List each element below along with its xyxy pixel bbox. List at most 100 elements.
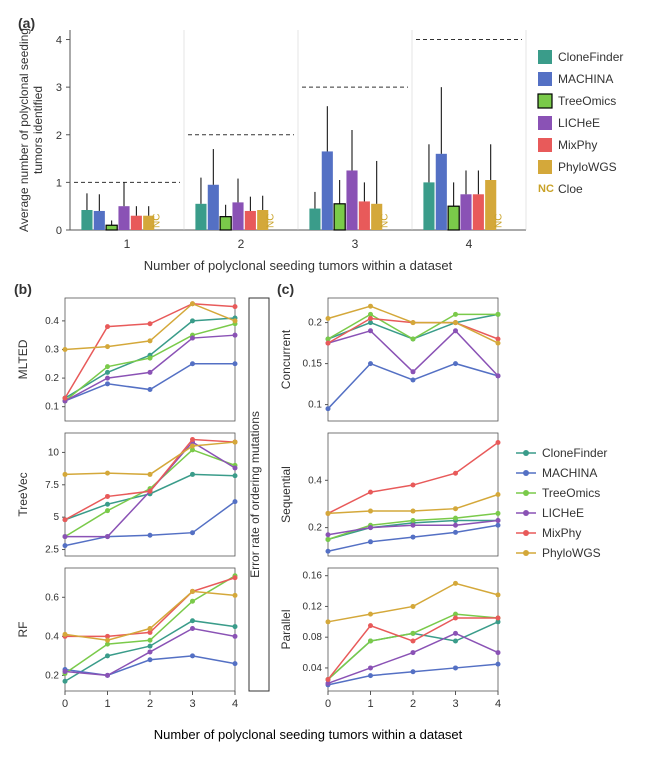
marker-PhyloWGS (105, 471, 110, 476)
marker-MACHINA (63, 543, 68, 548)
marker-PhyloWGS (453, 506, 458, 511)
marker-CloneFinder (233, 473, 238, 478)
legend-label: MACHINA (558, 72, 613, 86)
marker-MACHINA (496, 662, 501, 667)
marker-LICHeE (368, 328, 373, 333)
marker-MACHINA (453, 665, 458, 670)
legend-marker (523, 550, 529, 556)
marker-PhyloWGS (496, 592, 501, 597)
marker-LICHeE (453, 631, 458, 636)
marker-CloneFinder (105, 502, 110, 507)
svg-text:3: 3 (452, 698, 458, 710)
legend-label: Cloe (558, 182, 583, 196)
bar-LICHeE (346, 170, 357, 230)
legend-swatch (538, 160, 552, 174)
legend-label: LICHeE (558, 116, 600, 130)
marker-MixPhy (411, 639, 416, 644)
marker-LICHeE (148, 370, 153, 375)
svg-text:0: 0 (62, 698, 68, 710)
bar-TreeOmics (334, 204, 345, 230)
marker-LICHeE (63, 534, 68, 539)
svg-text:0.2: 0.2 (308, 318, 322, 329)
marker-MixPhy (63, 396, 68, 401)
svg-text:1: 1 (104, 698, 110, 710)
marker-TreeOmics (496, 312, 501, 317)
bar-CloneFinder (423, 182, 434, 230)
legend-label: CloneFinder (558, 50, 623, 64)
legend-swatch (538, 116, 552, 130)
marker-MixPhy (368, 623, 373, 628)
marker-LICHeE (190, 626, 195, 631)
svg-text:0.04: 0.04 (303, 663, 323, 674)
marker-PhyloWGS (233, 440, 238, 445)
svg-text:RF: RF (16, 622, 30, 638)
marker-PhyloWGS (496, 492, 501, 497)
svg-text:0.4: 0.4 (45, 631, 59, 642)
marker-TreeOmics (368, 639, 373, 644)
marker-CloneFinder (190, 318, 195, 323)
marker-LICHeE (190, 336, 195, 341)
marker-MACHINA (148, 387, 153, 392)
bar-TreeOmics (106, 225, 117, 230)
bar-MixPhy (473, 194, 484, 230)
svg-text:0.2: 0.2 (308, 523, 322, 534)
marker-PhyloWGS (63, 347, 68, 352)
marker-MACHINA (496, 523, 501, 528)
marker-LICHeE (496, 373, 501, 378)
svg-text:0.2: 0.2 (45, 670, 59, 681)
marker-PhyloWGS (453, 320, 458, 325)
marker-LICHeE (411, 523, 416, 528)
marker-MixPhy (496, 615, 501, 620)
marker-MACHINA (233, 661, 238, 666)
marker-LICHeE (496, 650, 501, 655)
bar-LICHeE (232, 202, 243, 230)
marker-MixPhy (233, 304, 238, 309)
svg-text:5: 5 (53, 512, 59, 523)
marker-PhyloWGS (453, 581, 458, 586)
svg-text:3: 3 (352, 237, 359, 251)
marker-MixPhy (148, 321, 153, 326)
marker-CloneFinder (148, 644, 153, 649)
marker-MixPhy (326, 341, 331, 346)
marker-LICHeE (368, 665, 373, 670)
legend-swatch (538, 94, 552, 108)
marker-PhyloWGS (368, 509, 373, 514)
marker-MixPhy (190, 437, 195, 442)
marker-TreeOmics (453, 516, 458, 521)
marker-PhyloWGS (326, 316, 331, 321)
svg-text:(c): (c) (277, 281, 294, 297)
marker-MACHINA (326, 549, 331, 554)
bar-MACHINA (208, 185, 219, 230)
svg-text:Average number of polyclonal s: Average number of polyclonal seeding (17, 28, 31, 232)
svg-text:0.1: 0.1 (308, 400, 322, 411)
line-PhyloWGS (65, 442, 235, 474)
svg-text:1: 1 (367, 698, 373, 710)
bar-CloneFinder (81, 210, 92, 230)
svg-text:0.4: 0.4 (45, 316, 59, 327)
line-MixPhy (65, 439, 235, 519)
legend-marker (523, 510, 529, 516)
marker-MixPhy (233, 575, 238, 580)
svg-text:NC: NC (494, 214, 505, 228)
marker-TreeOmics (105, 364, 110, 369)
svg-text:3: 3 (56, 82, 62, 94)
line-MACHINA (65, 502, 235, 546)
marker-MACHINA (453, 530, 458, 535)
marker-LICHeE (411, 650, 416, 655)
marker-MACHINA (453, 361, 458, 366)
marker-CloneFinder (105, 653, 110, 658)
marker-PhyloWGS (148, 472, 153, 477)
marker-TreeOmics (148, 638, 153, 643)
legend-label: TreeOmics (542, 486, 600, 500)
marker-CloneFinder (190, 472, 195, 477)
figure-container: (a)01234Average number of polyclonal see… (0, 0, 656, 752)
marker-LICHeE (105, 534, 110, 539)
svg-text:Number of polyclonal seeding t: Number of polyclonal seeding tumors with… (144, 258, 453, 273)
marker-LICHeE (63, 669, 68, 674)
svg-text:NC: NC (152, 214, 163, 228)
legend-label: CloneFinder (542, 446, 607, 460)
svg-text:0.12: 0.12 (303, 601, 323, 612)
marker-MACHINA (411, 378, 416, 383)
marker-LICHeE (105, 376, 110, 381)
marker-LICHeE (233, 465, 238, 470)
